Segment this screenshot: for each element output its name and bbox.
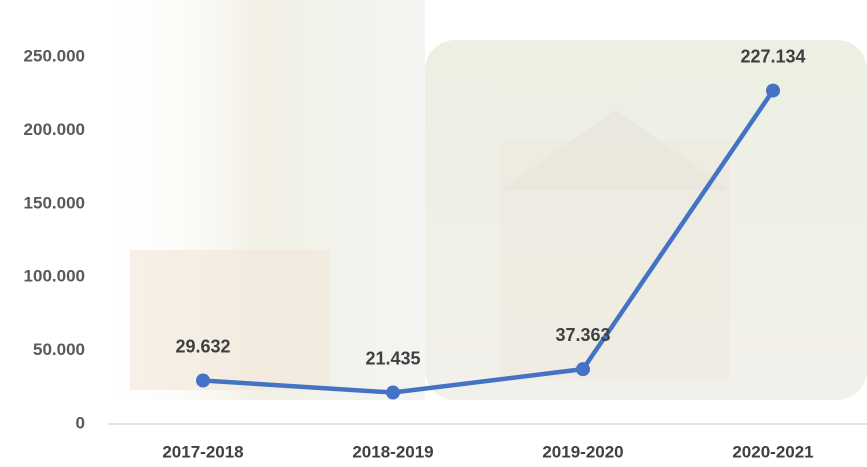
y-tick-label: 250.000 [24,46,85,65]
y-tick-label: 0 [76,413,85,432]
data-point [576,362,590,377]
x-tick-label: 2019-2020 [542,442,623,461]
y-tick-label: 200.000 [24,120,85,139]
background-image [95,0,867,400]
y-tick-label: 100.000 [24,267,85,286]
x-tick-label: 2020-2021 [732,442,813,461]
data-point [766,83,780,98]
data-label: 37.363 [555,325,610,345]
y-tick-label: 50.000 [33,340,85,359]
x-tick-label: 2017-2018 [162,442,243,461]
data-label: 227.134 [740,46,805,66]
x-tick-label: 2018-2019 [352,442,433,461]
data-point [196,373,210,388]
data-label: 29.632 [175,336,230,356]
y-tick-label: 150.000 [24,193,85,212]
series-line [202,89,775,395]
data-label: 21.435 [365,348,420,368]
data-point [386,385,400,400]
